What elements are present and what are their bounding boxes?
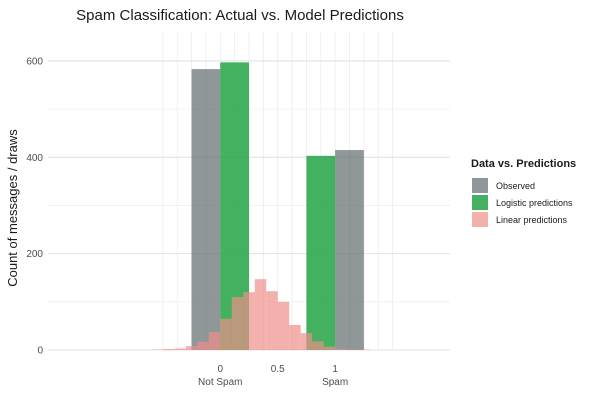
x-category-label: Not Spam	[198, 377, 242, 388]
legend-swatch	[472, 178, 488, 193]
legend-label: Logistic predictions	[496, 198, 573, 208]
bar-linear-predictions	[231, 297, 244, 350]
legend: Data vs. Predictions Observed Logistic pr…	[471, 158, 576, 227]
chart-title: Spam Classification: Actual vs. Model Pr…	[76, 7, 404, 24]
legend-swatch	[472, 195, 488, 210]
bar-linear-predictions	[335, 349, 347, 350]
bar-linear-predictions	[277, 301, 290, 350]
bar-linear-predictions	[208, 332, 221, 350]
x-tick-label: 1	[332, 364, 338, 375]
x-tick-label: 0	[218, 364, 224, 375]
legend-title: Data vs. Predictions	[471, 158, 576, 170]
bar-linear-predictions	[243, 292, 255, 350]
bar-linear-predictions	[312, 341, 324, 350]
bar-linear-predictions	[162, 349, 175, 350]
axis-layer: 0 200 400 600 0 0.5 1 Not Spam Spam	[26, 56, 348, 388]
legend-swatch	[472, 212, 488, 227]
bar-observed	[335, 150, 364, 350]
y-tick-label: 400	[26, 153, 43, 164]
legend-label: Linear predictions	[496, 215, 568, 225]
bar-linear-predictions	[266, 291, 278, 350]
y-axis-label: Count of messages / draws	[5, 129, 20, 287]
bar-linear-predictions	[289, 324, 301, 350]
y-tick-label: 0	[37, 346, 43, 357]
bar-logistic-predictions	[306, 155, 336, 350]
legend-label: Observed	[496, 181, 535, 191]
y-tick-label: 600	[26, 56, 43, 67]
bar-observed	[191, 69, 221, 350]
bar-linear-predictions	[174, 348, 186, 350]
bar-linear-predictions	[197, 341, 209, 350]
y-tick-label: 200	[26, 249, 43, 260]
bars-layer	[151, 62, 370, 350]
bar-linear-predictions	[323, 346, 336, 350]
x-category-label: Spam	[322, 377, 348, 388]
bar-linear-predictions	[220, 318, 232, 350]
bar-linear-predictions	[300, 333, 313, 350]
x-tick-label: 0.5	[271, 364, 285, 375]
bar-linear-predictions	[185, 346, 198, 350]
bar-linear-predictions	[254, 279, 267, 350]
